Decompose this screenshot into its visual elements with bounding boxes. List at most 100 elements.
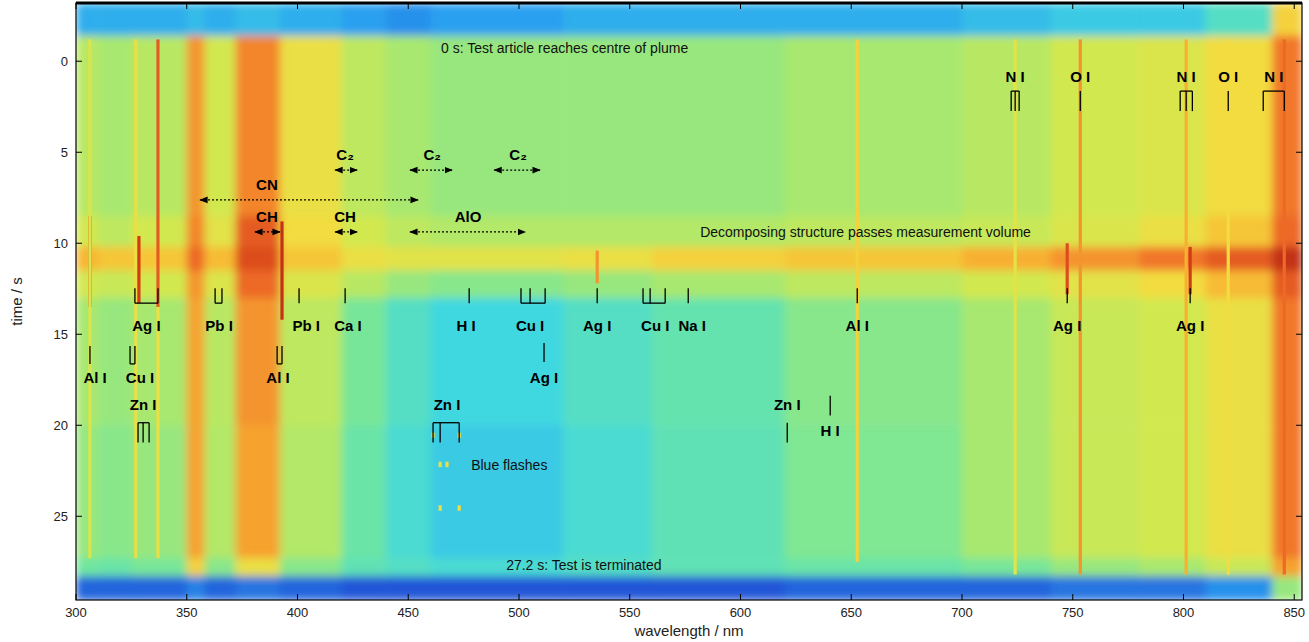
cell [430, 425, 563, 558]
cell [962, 271, 1051, 299]
emission-line [156, 307, 159, 558]
cell [98, 425, 132, 558]
band-arrow [255, 231, 280, 232]
x-tick-label: 600 [730, 605, 752, 620]
cell [76, 36, 99, 217]
cell [1272, 425, 1302, 558]
cell [785, 3, 963, 36]
x-tick [851, 3, 852, 9]
x-tick [740, 3, 741, 9]
species-tick [544, 288, 545, 303]
species-label: O I [1070, 68, 1090, 85]
species-label: H I [821, 422, 840, 439]
cell [187, 425, 205, 558]
cell [280, 425, 343, 558]
cell [563, 271, 652, 299]
cell [1051, 298, 1140, 426]
species-tick [1080, 91, 1081, 111]
cell [430, 271, 563, 299]
cell [1206, 216, 1273, 248]
cell [187, 271, 205, 299]
band-arrow [335, 231, 357, 232]
cell [1272, 271, 1302, 299]
species-label: H I [456, 317, 475, 334]
x-tick [961, 3, 962, 9]
x-tick [1072, 594, 1073, 600]
emission-line [280, 221, 283, 319]
species-tick [439, 423, 440, 443]
cell [430, 3, 563, 36]
species-tick [298, 288, 299, 303]
x-tick [851, 594, 852, 600]
cell [563, 576, 652, 600]
band-labels: C₂C₂C₂CNCHCHAlO [200, 146, 540, 232]
cells [76, 3, 1302, 600]
cell [280, 558, 343, 577]
x-tick-label: 650 [840, 605, 862, 620]
cell [785, 247, 963, 271]
species-label: N I [1177, 68, 1196, 85]
x-tick-label: 550 [619, 605, 641, 620]
species-tick [134, 346, 135, 364]
y-tick [76, 61, 82, 62]
band-label: AlO [455, 208, 482, 225]
x-tick [408, 594, 409, 600]
annotation: 0 s: Test article reaches centre of plum… [441, 40, 688, 56]
cell [785, 271, 963, 299]
cell [386, 558, 431, 577]
y-tick-label: 0 [61, 54, 68, 69]
cell [386, 3, 431, 36]
cell [652, 298, 785, 426]
cell [1051, 425, 1140, 558]
annotations: 0 s: Test article reaches centre of plum… [441, 40, 1031, 573]
cell [563, 216, 652, 248]
x-tick [1072, 3, 1073, 9]
cell [187, 247, 205, 271]
cell [386, 425, 431, 558]
species-tick [1189, 288, 1190, 303]
x-tick [518, 3, 519, 9]
species-label: Zn I [434, 396, 461, 413]
species-label: Cu I [516, 317, 544, 334]
x-tick [1183, 594, 1184, 600]
species-label: Al I [83, 369, 106, 386]
x-tick [629, 594, 630, 600]
cell [1206, 576, 1273, 600]
species-tick [432, 423, 433, 443]
annotation: Blue flashes [471, 457, 547, 473]
cell [76, 558, 99, 577]
cell [204, 271, 236, 299]
species-tick [649, 288, 650, 303]
cell [98, 576, 132, 600]
cell [563, 298, 652, 426]
cell [76, 425, 99, 558]
species-label: Ag I [132, 317, 160, 334]
emission-line [1189, 247, 1192, 294]
cell [280, 271, 343, 299]
y-tick [76, 425, 82, 426]
cell [563, 425, 652, 558]
cell [785, 576, 963, 600]
cell [98, 298, 132, 426]
spectrogram: 3003504004505005506006507007508008500510… [0, 0, 1309, 642]
species-tick [1186, 91, 1187, 111]
cell [342, 271, 387, 299]
cell [785, 558, 963, 577]
cell [1206, 271, 1273, 299]
species-tick [134, 288, 135, 303]
cell [1139, 271, 1206, 299]
emission-line [137, 236, 140, 303]
cell [235, 3, 280, 36]
x-tick [76, 594, 77, 600]
band-label: C₂ [423, 146, 441, 163]
cell [187, 36, 205, 217]
species-bracket [1011, 90, 1019, 91]
species-bracket [277, 363, 282, 364]
cell [280, 576, 343, 600]
cell [430, 247, 563, 271]
cell [1051, 271, 1140, 299]
emission-line [1014, 39, 1017, 574]
emission-lines [88, 39, 1286, 574]
emission-line [596, 251, 599, 284]
band-arrow [335, 169, 357, 170]
